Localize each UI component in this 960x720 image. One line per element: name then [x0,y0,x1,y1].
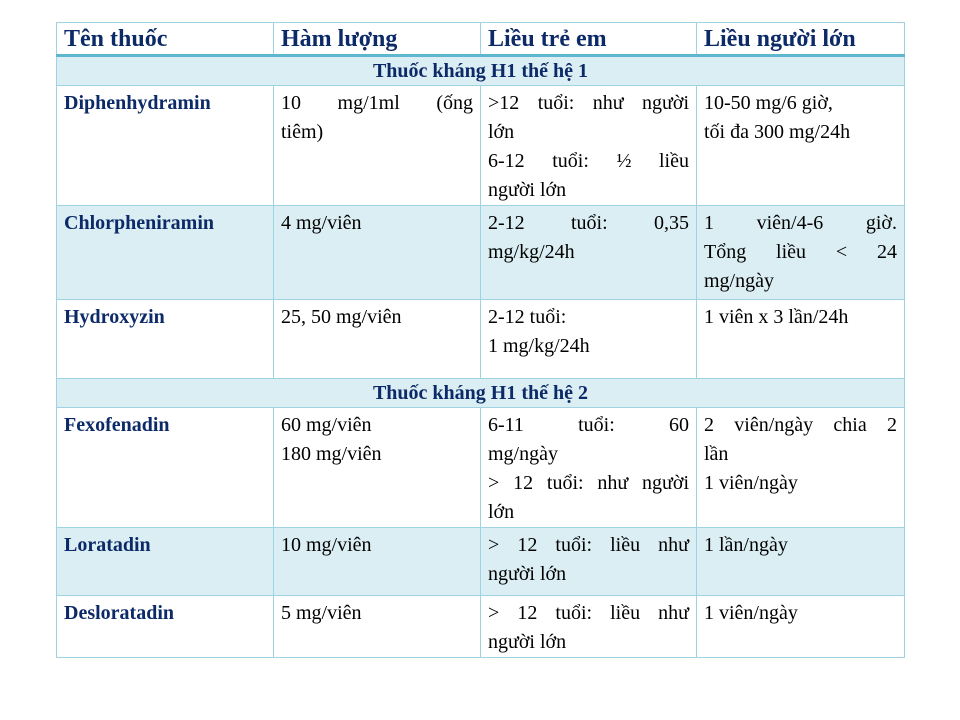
strength-cell: 10 mg/1ml (ống tiêm) [273,85,481,206]
child-line: 2-12 tuổi: 0,35 [488,212,689,234]
section-row: Thuốc kháng H1 thế hệ 1 [56,55,905,86]
header-adult-dose: Liều người lớn [696,22,905,57]
strength-cell: 25, 50 mg/viên [273,299,481,379]
drug-name: Loratadin [56,527,274,596]
adult-cell: 1 lần/ngày [696,527,905,596]
adult-line: tối đa 300 mg/24h [704,121,851,143]
strength-line: 10 mg/viên [281,534,372,556]
table-row: Diphenhydramin 10 mg/1ml (ống tiêm) >12 tuổ… [56,85,905,206]
adult-line: lần [704,443,729,465]
strength-cell: 5 mg/viên [273,595,481,658]
strength-line: 10 mg/1ml (ống [281,92,473,114]
strength-line: 5 mg/viên [281,602,362,624]
child-line: 6-11 tuổi: 60 [488,414,689,436]
child-line: mg/ngày [488,443,558,465]
child-cell: 2-12 tuổi: 1 mg/kg/24h [480,299,697,379]
child-line: 2-12 tuổi: [488,306,567,328]
child-line: người lớn [488,631,567,653]
drug-name: Hydroxyzin [56,299,274,379]
child-line: > 12 tuổi: liều như [488,602,689,624]
drug-name: Chlorpheniramin [56,205,274,300]
adult-cell: 2 viên/ngày chia 2 lần 1 viên/ngày [696,407,905,528]
child-line: >12 tuổi: như người [488,92,689,114]
section-title: Thuốc kháng H1 thế hệ 1 [56,55,905,86]
adult-line: 1 viên x 3 lần/24h [704,306,849,328]
adult-cell: 1 viên/ngày [696,595,905,658]
child-cell: > 12 tuổi: liều như người lớn [480,527,697,596]
child-line: mg/kg/24h [488,241,575,263]
adult-line: 10-50 mg/6 giờ, [704,92,833,114]
strength-line: 4 mg/viên [281,212,362,234]
child-line: 6-12 tuổi: ½ liều [488,150,689,172]
child-line: > 12 tuổi: như người [488,472,689,494]
header-strength: Hàm lượng [273,22,481,57]
child-line: lớn [488,501,515,523]
drug-name: Diphenhydramin [56,85,274,206]
table-row: Chlorpheniramin 4 mg/viên 2-12 tuổi: 0,35 m… [56,205,905,300]
strength-line: 60 mg/viên [281,414,372,436]
adult-line: 1 lần/ngày [704,534,788,556]
child-cell: 6-11 tuổi: 60 mg/ngày > 12 tuổi: như người… [480,407,697,528]
strength-line: 25, 50 mg/viên [281,306,402,328]
table-row: Hydroxyzin 25, 50 mg/viên 2-12 tuổi: 1 mg/k… [56,299,905,379]
strength-cell: 10 mg/viên [273,527,481,596]
adult-cell: 1 viên x 3 lần/24h [696,299,905,379]
adult-line: Tổng liều < 24 [704,241,897,263]
child-line: 1 mg/kg/24h [488,335,590,357]
child-cell: > 12 tuổi: liều như người lớn [480,595,697,658]
table-row: Desloratadin 5 mg/viên > 12 tuổi: liều như… [56,595,905,658]
strength-line: tiêm) [281,121,324,143]
child-cell: 2-12 tuổi: 0,35 mg/kg/24h [480,205,697,300]
child-line: người lớn [488,179,567,201]
child-cell: >12 tuổi: như người lớn 6-12 tuổi: ½ liều n… [480,85,697,206]
child-line: > 12 tuổi: liều như [488,534,689,556]
child-line: người lớn [488,563,567,585]
drug-name: Fexofenadin [56,407,274,528]
adult-cell: 1 viên/4-6 giờ. Tổng liều < 24 mg/ngày [696,205,905,300]
adult-line: 1 viên/ngày [704,472,798,494]
adult-line: mg/ngày [704,270,774,292]
strength-cell: 4 mg/viên [273,205,481,300]
header-child-dose: Liều trẻ em [480,22,697,57]
adult-line: 2 viên/ngày chia 2 [704,414,897,436]
adult-cell: 10-50 mg/6 giờ, tối đa 300 mg/24h [696,85,905,206]
header-row: Tên thuốc Hàm lượng Liều trẻ em Liều ngư… [56,22,905,57]
section-row: Thuốc kháng H1 thế hệ 2 [56,378,905,408]
header-drug-name: Tên thuốc [56,22,274,57]
table-row: Fexofenadin 60 mg/viên 180 mg/viên 6-11 tuổ… [56,407,905,528]
table-row: Loratadin 10 mg/viên > 12 tuổi: liều như ng… [56,527,905,596]
drug-name: Desloratadin [56,595,274,658]
strength-cell: 60 mg/viên 180 mg/viên [273,407,481,528]
strength-line: 180 mg/viên [281,443,382,465]
section-title: Thuốc kháng H1 thế hệ 2 [56,378,905,408]
adult-line: 1 viên/ngày [704,602,798,624]
adult-line: 1 viên/4-6 giờ. [704,212,897,234]
antihistamine-dosage-table: Tên thuốc Hàm lượng Liều trẻ em Liều ngư… [56,22,905,658]
child-line: lớn [488,121,515,143]
